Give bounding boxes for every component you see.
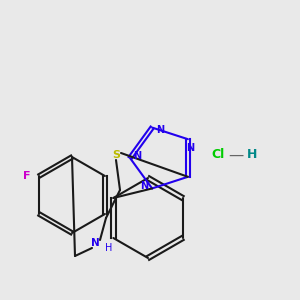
Text: N: N xyxy=(140,182,148,191)
Text: N: N xyxy=(156,124,164,135)
Text: H: H xyxy=(247,148,257,161)
Text: —: — xyxy=(228,148,244,163)
Text: S: S xyxy=(112,150,120,160)
Text: Cl: Cl xyxy=(212,148,225,161)
Text: N: N xyxy=(91,238,99,248)
Text: N: N xyxy=(133,151,141,161)
Text: H: H xyxy=(105,243,113,253)
Text: N: N xyxy=(186,143,194,153)
Text: F: F xyxy=(23,171,31,181)
